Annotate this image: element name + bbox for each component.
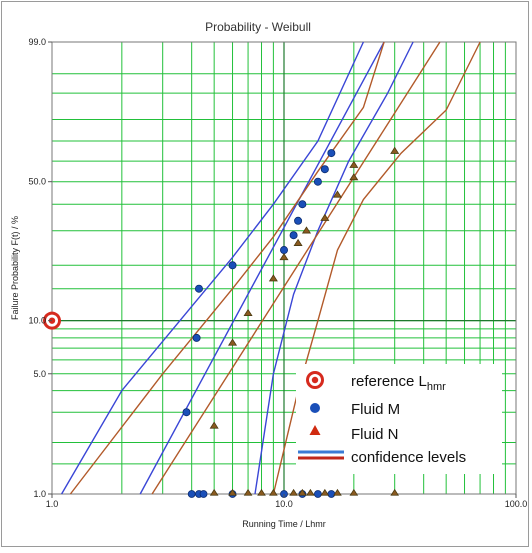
data-point-fluid-n [332,190,342,198]
data-point-fluid-n [209,421,219,429]
chart-frame: Probability - Weibull 1.0 10.0 100.0 1.0 5.0… [1,1,529,547]
suspended-point-fluid-m [187,490,196,498]
x-tick-label: 100.0 [505,499,528,509]
y-tick-label: 10.0 [28,316,46,326]
x-tick-label: 1.0 [46,499,59,509]
legend-fluid-m-label: Fluid M [351,401,400,418]
data-point-fluid-m [327,149,336,158]
legend-reference-subscript: hmr [427,381,446,393]
data-point-fluid-n [320,213,330,221]
data-point-fluid-m [192,333,201,342]
data-point-fluid-m [194,284,203,293]
data-point-fluid-n [268,274,278,282]
suspended-point-fluid-n [390,488,400,496]
data-point-fluid-n [228,338,238,346]
fit-line-fluid-n [151,41,441,495]
suspended-point-fluid-n [320,488,330,496]
legend-reference-icon-inner [311,376,319,384]
y-tick-label: 5.0 [33,369,46,379]
data-point-fluid-m [182,408,191,417]
suspended-point-fluid-n [306,488,315,496]
suspended-point-fluid-n [333,488,342,496]
data-point-fluid-n [349,173,359,181]
suspended-point-fluid-n [349,488,359,496]
y-tick-label: 50.0 [28,177,46,187]
y-axis-label: Failure Probability F(t) / % [10,216,20,320]
legend-fluid-n-icon [309,425,321,435]
chart-title: Probability - Weibull [205,20,311,34]
data-point-fluid-m [228,261,237,270]
x-tick-label: 10.0 [275,499,293,509]
legend-reference-label: reference Lhmr [351,373,446,393]
suspended-point-fluid-m [314,490,322,498]
data-point-fluid-n [390,146,400,154]
confidence-line-fluid-m [60,41,365,495]
legend-fluid-n-label: Fluid N [351,426,399,443]
weibull-chart: Probability - Weibull 1.0 10.0 100.0 1.0 5.0… [10,20,527,529]
data-point-fluid-m [279,246,288,255]
data-point-fluid-m [298,200,307,209]
legend: reference Lhmr Fluid M Fluid N confidenc… [296,364,502,474]
suspended-point-fluid-n [228,488,237,496]
suspended-point-fluid-n [269,488,278,496]
y-tick-label: 99.0 [28,37,46,47]
legend-box [296,364,502,474]
y-tick-label: 1.0 [33,489,46,499]
data-point-fluid-n [279,253,289,261]
confidence-line-fluid-n [69,41,385,495]
data-markers [43,146,400,498]
data-point-fluid-m [320,165,329,174]
x-axis-label: Running Time / Lhmr [242,519,326,529]
data-point-fluid-n [293,238,303,246]
confidence-line-fluid-m [254,41,414,495]
suspended-point-fluid-n [298,488,307,496]
legend-confidence-label: confidence levels [351,449,466,466]
suspended-point-fluid-n [209,488,219,496]
suspended-point-fluid-n [257,488,266,496]
data-point-fluid-m [294,216,303,225]
suspended-point-fluid-n [289,488,298,496]
legend-fluid-m-icon [310,403,320,413]
data-point-fluid-n [349,160,359,168]
data-point-fluid-n [301,226,312,234]
suspended-point-fluid-n [243,488,253,496]
legend-reference-text: reference L [351,373,427,390]
axis-ticks: 1.0 10.0 100.0 1.0 5.0 10.0 50.0 99.0 [28,37,527,509]
data-point-fluid-n [243,308,253,316]
fit-line-fluid-m [139,41,385,495]
data-point-fluid-m [313,177,322,186]
suspended-point-fluid-m [199,490,208,498]
suspended-point-fluid-m [327,490,336,498]
data-point-fluid-m [289,231,298,240]
